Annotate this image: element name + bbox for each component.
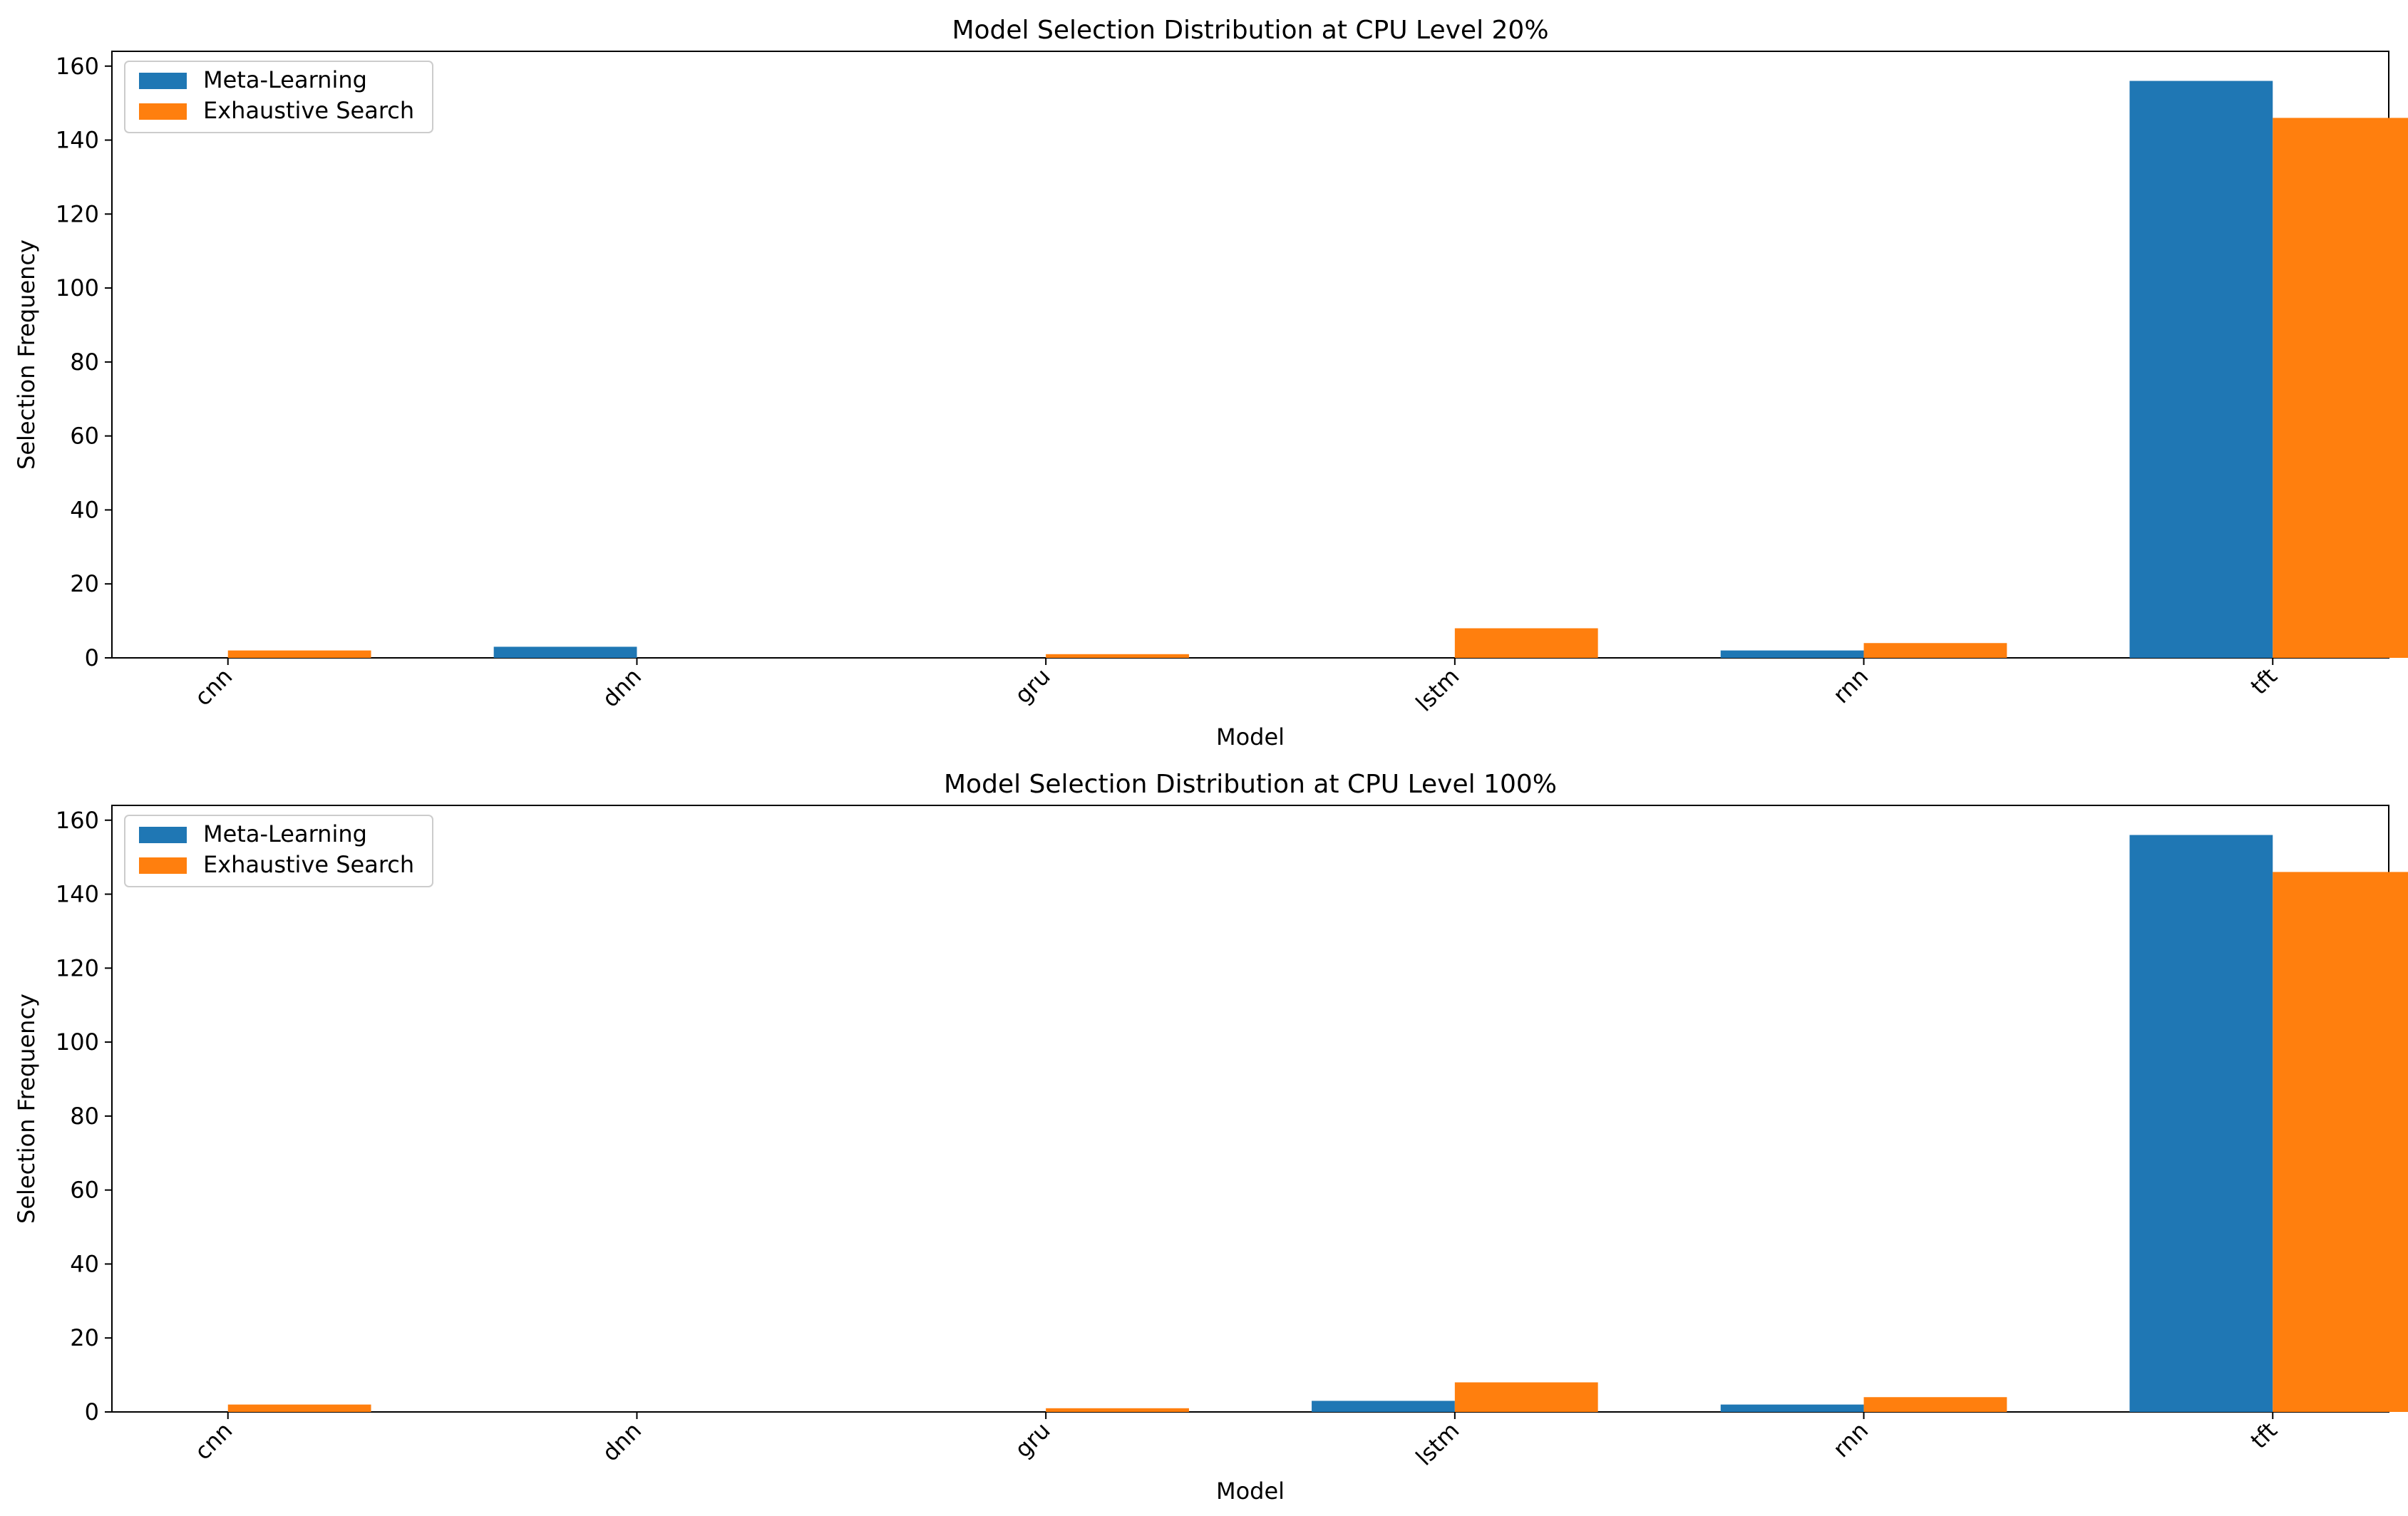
y-tick-label: 60: [70, 423, 99, 450]
y-tick-label: 120: [56, 954, 99, 981]
bar-exhaustive-search-lstm: [1454, 628, 1598, 658]
bar-meta-learning-tft: [2129, 81, 2273, 658]
legend-label: Meta-Learning: [203, 820, 367, 847]
y-tick-label: 140: [56, 127, 99, 154]
bar-meta-learning-tft: [2129, 835, 2273, 1412]
legend-box: [124, 815, 433, 887]
bar-exhaustive-search-gru: [1046, 1408, 1189, 1412]
legend-label: Meta-Learning: [203, 66, 367, 93]
chart-title: Model Selection Distribution at CPU Leve…: [952, 16, 1548, 45]
legend: Meta-Learning Exhaustive Search: [124, 815, 433, 887]
bar-meta-learning-dnn: [493, 646, 637, 658]
y-axis-label: Selection Frequency: [13, 239, 40, 470]
x-tick-label-cnn: cnn: [189, 663, 237, 711]
x-tick-label-tft: tft: [2245, 1417, 2283, 1454]
y-tick-label: 20: [70, 570, 99, 597]
legend-label: Exhaustive Search: [203, 851, 414, 878]
x-tick-label-rnn: rnn: [1828, 1417, 1873, 1463]
y-axis-label: Selection Frequency: [13, 994, 40, 1224]
bar-exhaustive-search-gru: [1046, 654, 1189, 658]
y-tick-label: 160: [56, 807, 99, 834]
legend-swatch: [139, 827, 187, 843]
bar-exhaustive-search-tft: [2273, 872, 2408, 1412]
bar-exhaustive-search-cnn: [227, 650, 371, 658]
x-tick-label-lstm: lstm: [1411, 663, 1465, 717]
legend-label: Exhaustive Search: [203, 97, 414, 124]
x-tick-label-rnn: rnn: [1828, 663, 1873, 708]
x-tick-label-gru: gru: [1009, 663, 1056, 709]
legend-box: [124, 61, 433, 133]
bar-exhaustive-search-tft: [2273, 118, 2408, 658]
y-tick-label: 0: [85, 1398, 99, 1425]
x-axis-label: Model: [1216, 1478, 1285, 1505]
x-tick-label-gru: gru: [1009, 1417, 1056, 1463]
y-tick-label: 60: [70, 1177, 99, 1204]
bar-meta-learning-rnn: [1720, 1404, 1864, 1412]
chart-title: Model Selection Distribution at CPU Leve…: [944, 770, 1557, 799]
y-tick-label: 40: [70, 1250, 99, 1277]
y-tick-label: 160: [56, 53, 99, 80]
chart-1: Model Selection Distribution at CPU Leve…: [13, 16, 2408, 751]
x-tick-label-lstm: lstm: [1411, 1417, 1465, 1471]
bar-meta-learning-lstm: [1312, 1401, 1455, 1412]
plot-frame: [111, 805, 2389, 1413]
y-tick-label: 80: [70, 349, 99, 376]
bar-exhaustive-search-rnn: [1863, 643, 2007, 658]
y-tick-label: 80: [70, 1103, 99, 1130]
legend-swatch: [139, 857, 187, 874]
bar-meta-learning-rnn: [1720, 650, 1864, 658]
legend-swatch: [139, 103, 187, 120]
y-tick-label: 20: [70, 1324, 99, 1351]
bar-exhaustive-search-cnn: [227, 1404, 371, 1412]
x-axis-label: Model: [1216, 723, 1285, 751]
y-tick-label: 100: [56, 274, 99, 301]
y-tick-label: 140: [56, 881, 99, 908]
chart-2: Model Selection Distribution at CPU Leve…: [13, 770, 2408, 1505]
x-tick-label-dnn: dnn: [597, 663, 647, 713]
x-tick-label-dnn: dnn: [597, 1417, 647, 1467]
x-tick-label-cnn: cnn: [189, 1417, 237, 1465]
y-tick-label: 40: [70, 496, 99, 523]
x-tick-label-tft: tft: [2245, 663, 2283, 700]
legend: Meta-Learning Exhaustive Search: [124, 61, 433, 133]
plot-frame: [111, 51, 2389, 659]
y-tick-label: 120: [56, 200, 99, 227]
bar-exhaustive-search-rnn: [1863, 1397, 2007, 1412]
y-tick-label: 100: [56, 1028, 99, 1056]
bar-exhaustive-search-lstm: [1454, 1382, 1598, 1412]
y-tick-label: 0: [85, 644, 99, 671]
legend-swatch: [139, 73, 187, 89]
